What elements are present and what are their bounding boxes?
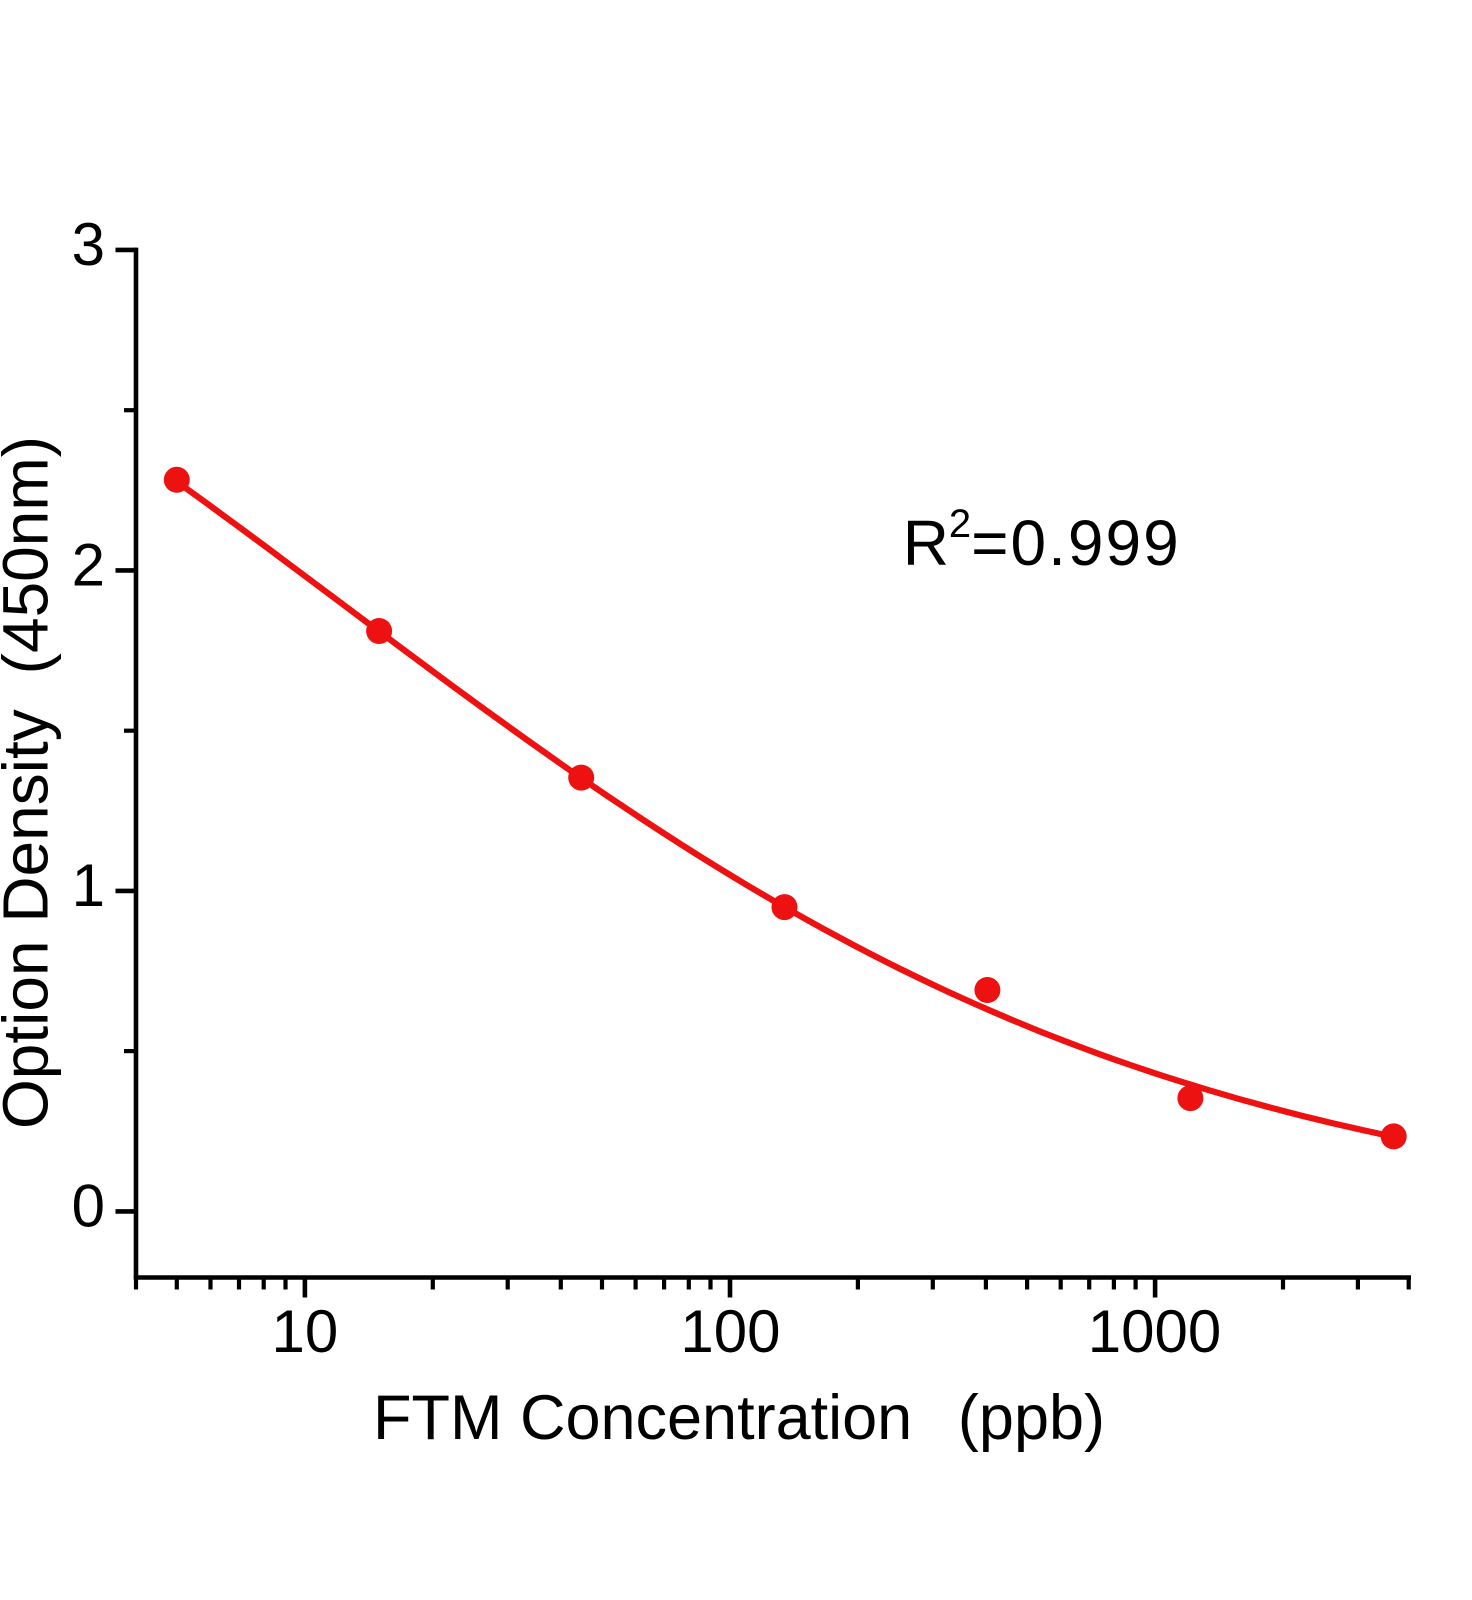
svg-text:(ppb): (ppb) — [958, 1383, 1105, 1453]
svg-text:1: 1 — [72, 852, 105, 919]
svg-text:(450nm): (450nm) — [0, 436, 62, 674]
svg-text:R2=0.999: R2=0.999 — [903, 502, 1181, 579]
svg-text:FTM Concentration: FTM Concentration — [373, 1383, 912, 1453]
svg-text:1000: 1000 — [1088, 1298, 1221, 1365]
svg-text:100: 100 — [680, 1298, 780, 1365]
svg-text:2: 2 — [72, 531, 105, 598]
svg-text:Option Density: Option Density — [0, 709, 62, 1129]
svg-text:3: 3 — [72, 211, 105, 278]
svg-text:10: 10 — [272, 1298, 339, 1365]
svg-text:0: 0 — [72, 1172, 105, 1239]
